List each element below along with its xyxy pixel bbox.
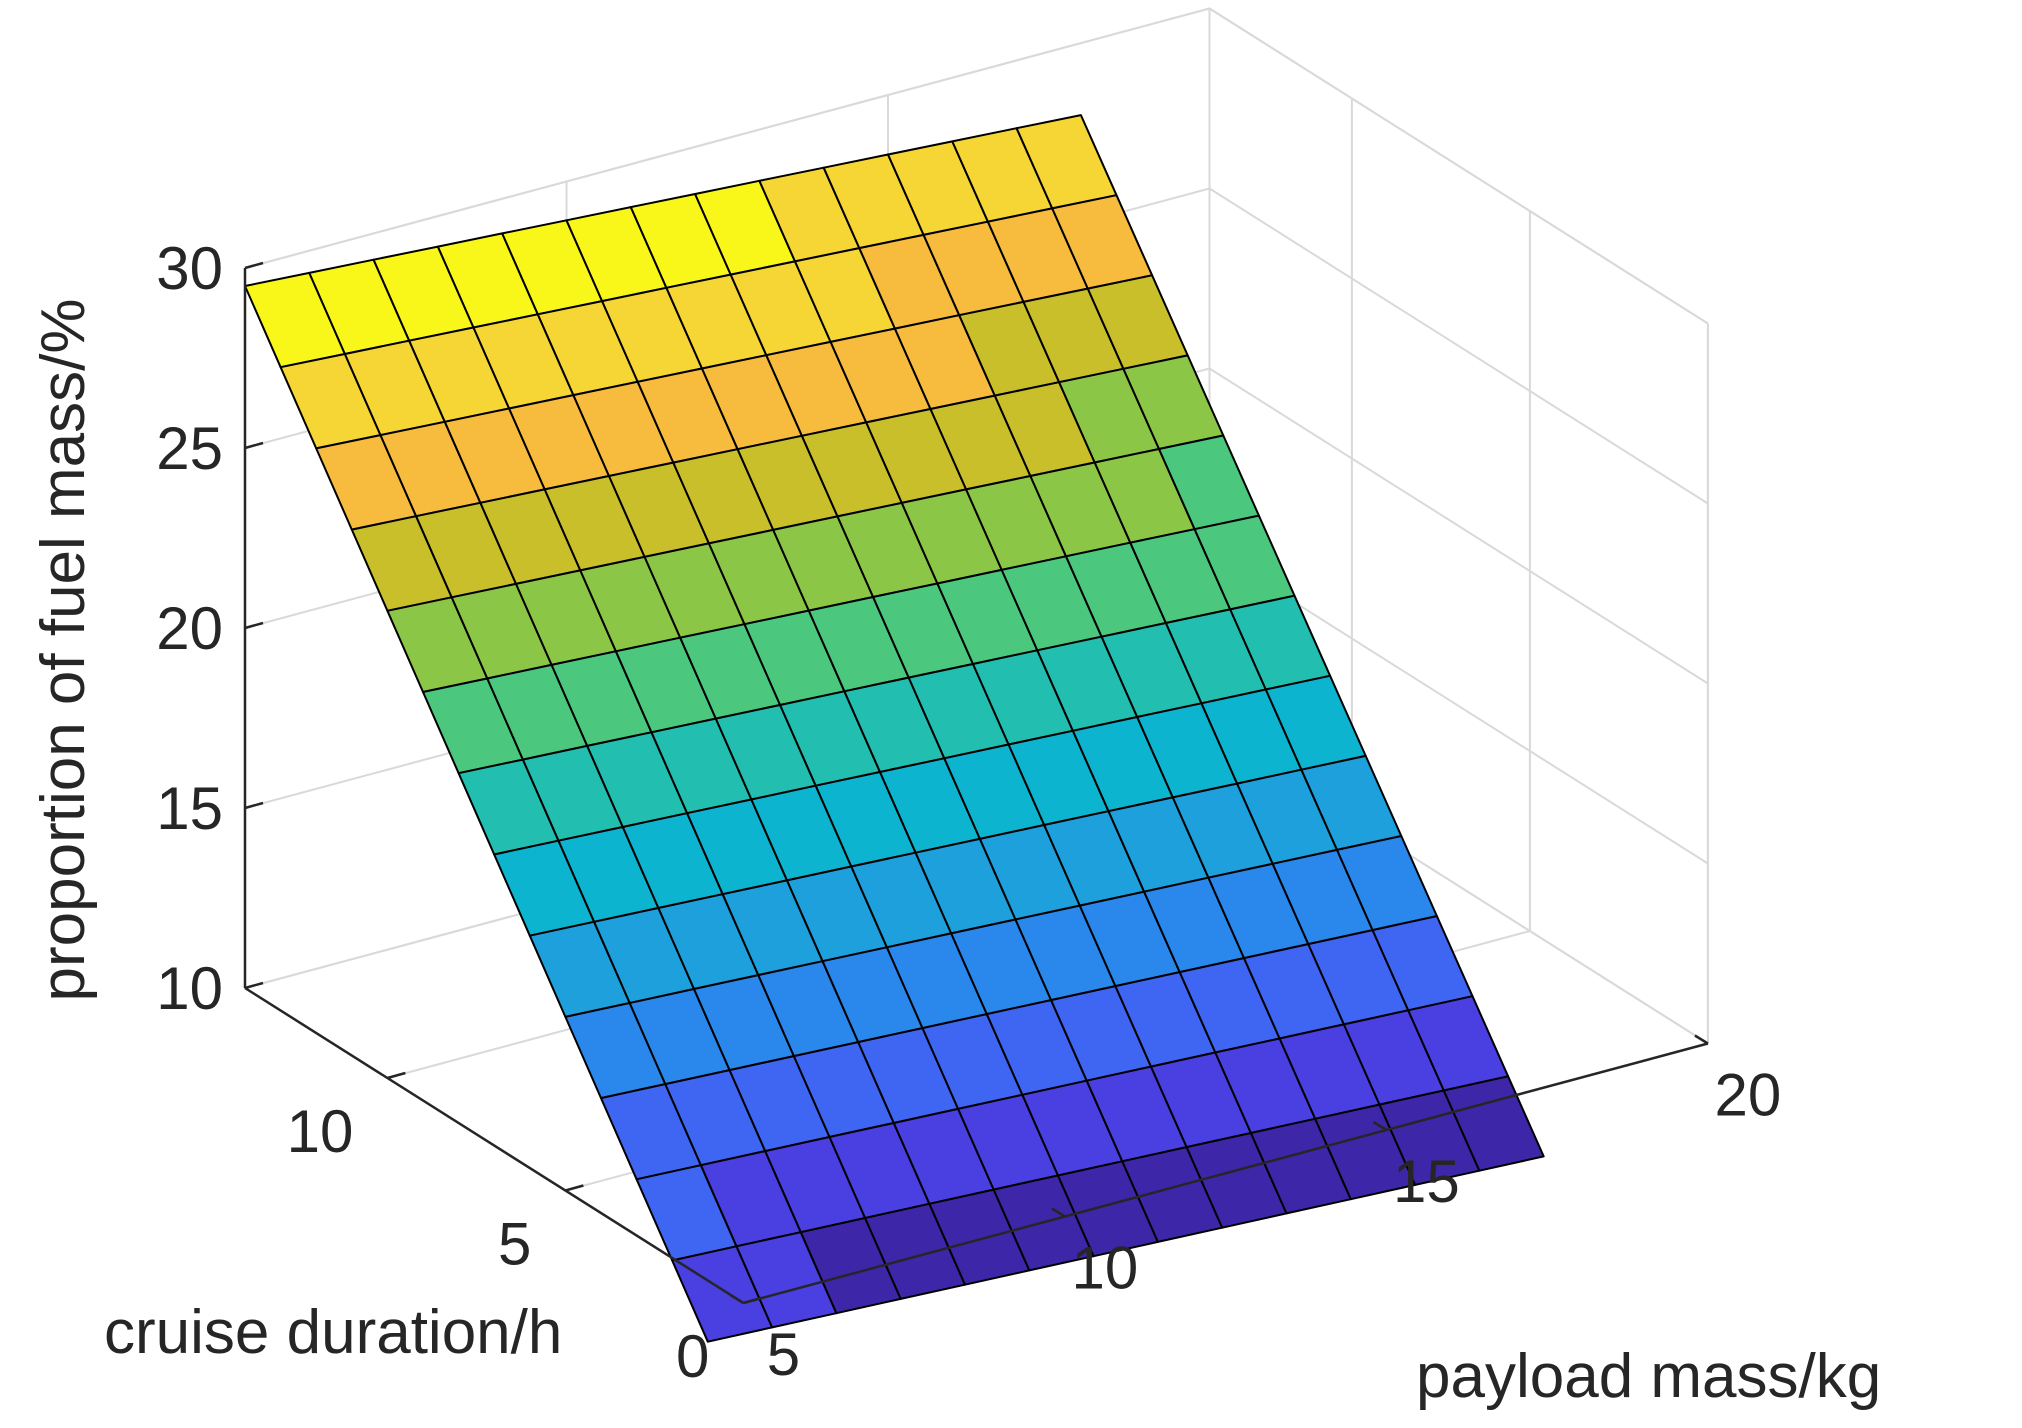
x-tick-mark [729,1293,745,1305]
y-tick-mark [743,1296,762,1305]
z-tick-mark [244,981,264,990]
z-tick-label: 20 [156,595,223,662]
x-tick-mark [1694,1034,1709,1045]
x-axis-label: payload mass/kg [1416,1342,1881,1411]
y-tick-label: 0 [676,1323,709,1390]
z-tick-label: 10 [156,955,223,1022]
z-tick-mark [244,261,264,270]
x-axis-line [743,1042,1709,1305]
box-edge [1208,7,1709,325]
surface [244,114,1545,1343]
y-tick-label: 5 [498,1211,531,1278]
x-tick-label: 5 [767,1321,800,1388]
z-tick-mark [244,801,264,810]
x-tick-label: 10 [1072,1235,1139,1302]
y-tick-mark [565,1184,584,1192]
z-tick-mark [244,621,264,630]
z-tick-mark [244,441,264,450]
z-tick-label: 30 [156,235,223,302]
z-tick-label: 15 [156,775,223,842]
x-tick-mark [1372,1120,1388,1132]
surface-cell [1442,1075,1545,1172]
y-tick-label: 10 [287,1098,354,1165]
x-tick-mark [1051,1207,1066,1218]
x-tick-label: 20 [1715,1062,1782,1129]
y-axis-line [244,986,745,1305]
z-axis-label: proportion of fuel mass/% [29,298,98,1001]
x-tick-label: 15 [1393,1148,1460,1215]
box-edge [244,7,1210,269]
y-tick-mark [387,1071,406,1080]
z-tick-label: 25 [156,415,223,482]
y-axis-label: cruise duration/h [104,1298,562,1367]
